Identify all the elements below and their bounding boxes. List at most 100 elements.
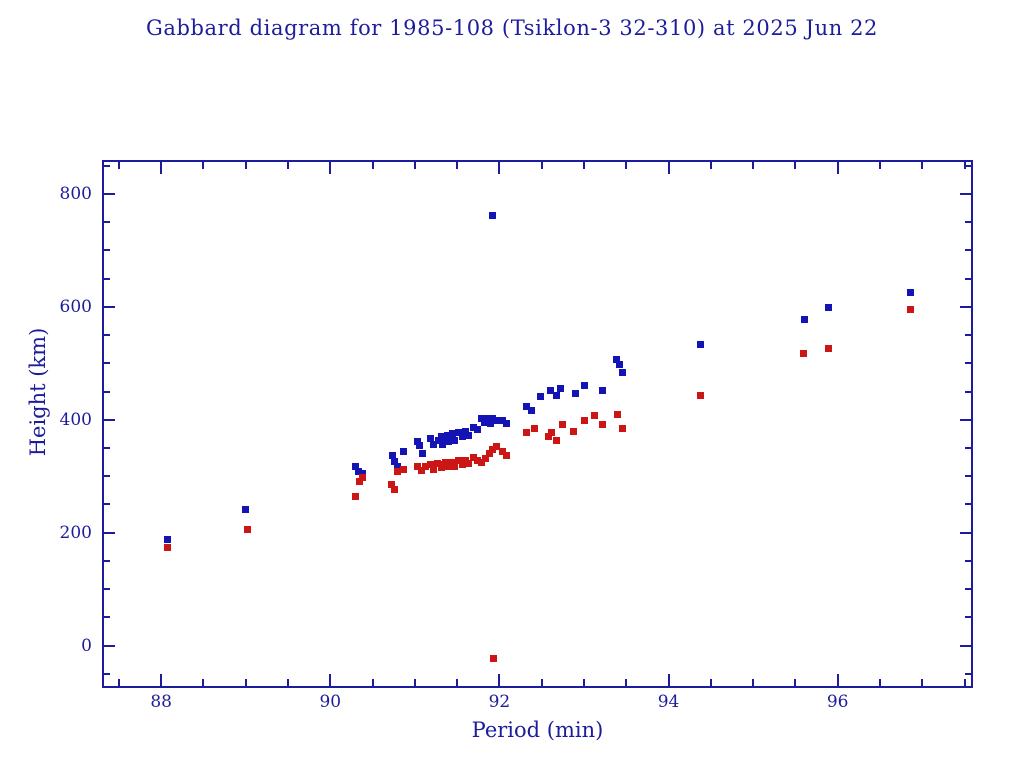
y-tick xyxy=(102,616,110,619)
data-point-apogee xyxy=(443,431,451,439)
y-tick-right xyxy=(960,418,973,421)
x-tick xyxy=(709,679,712,688)
x-tick xyxy=(667,674,670,688)
data-point-perigee xyxy=(358,473,366,481)
data-point-perigee xyxy=(570,427,578,435)
data-point-perigee xyxy=(441,458,449,466)
data-point-perigee xyxy=(352,493,360,501)
x-tick-top xyxy=(413,160,416,169)
data-point-apogee xyxy=(391,458,399,466)
data-point-apogee xyxy=(418,450,426,458)
y-tick-right xyxy=(965,559,973,562)
x-axis-title: Period (min) xyxy=(471,718,604,742)
x-tick-top xyxy=(117,160,120,169)
y-tick-right xyxy=(965,334,973,337)
y-tick-right xyxy=(965,475,973,478)
y-tick-label: 400 xyxy=(59,409,92,430)
data-point-perigee xyxy=(164,544,172,552)
data-point-apogee xyxy=(439,440,447,448)
data-point-apogee xyxy=(449,430,457,438)
x-tick xyxy=(371,679,374,688)
data-point-perigee xyxy=(413,462,421,470)
y-tick-right xyxy=(960,531,973,534)
x-tick-top xyxy=(287,160,290,169)
data-point-apogee xyxy=(462,427,470,435)
data-point-perigee xyxy=(599,421,607,429)
data-point-perigee xyxy=(418,466,426,474)
y-axis-title: Height (km) xyxy=(26,327,50,457)
y-tick-right xyxy=(965,447,973,449)
data-point-perigee xyxy=(421,462,429,470)
y-tick xyxy=(102,475,110,478)
y-tick-right xyxy=(965,672,973,675)
data-point-perigee xyxy=(502,452,510,460)
data-point-apogee xyxy=(599,386,607,394)
y-tick-right xyxy=(965,277,973,280)
chart-title: Gabbard diagram for 1985-108 (Tsiklon-3 … xyxy=(145,16,879,40)
data-point-perigee xyxy=(478,458,486,466)
x-tick-top xyxy=(329,160,332,174)
data-point-apogee xyxy=(389,451,397,459)
data-point-apogee xyxy=(473,426,481,434)
data-point-perigee xyxy=(469,453,477,461)
data-point-perigee xyxy=(614,411,622,419)
x-tick-top xyxy=(202,160,205,169)
plot-frame xyxy=(102,160,973,688)
x-tick-top xyxy=(836,160,839,174)
data-point-perigee xyxy=(590,412,598,420)
data-point-perigee xyxy=(473,456,481,464)
data-point-perigee xyxy=(458,460,466,468)
y-tick xyxy=(102,418,115,421)
x-tick-top xyxy=(794,160,797,169)
x-tick-top xyxy=(709,160,712,169)
x-tick-label: 90 xyxy=(319,692,342,712)
data-point-perigee xyxy=(451,462,459,470)
y-tick-label: 800 xyxy=(59,183,92,204)
y-tick-right xyxy=(960,305,973,308)
y-tick-right xyxy=(960,192,973,195)
data-point-apogee xyxy=(416,442,424,450)
data-point-perigee xyxy=(580,417,588,425)
data-point-apogee xyxy=(546,386,554,394)
y-tick xyxy=(102,249,110,252)
data-point-apogee xyxy=(616,360,624,368)
data-point-apogee xyxy=(437,433,445,441)
x-tick xyxy=(836,674,839,688)
y-tick-right xyxy=(965,221,973,224)
data-point-perigee xyxy=(482,454,490,462)
y-tick xyxy=(102,305,115,308)
x-tick xyxy=(625,679,628,688)
x-tick-top xyxy=(963,160,966,169)
data-point-apogee xyxy=(426,435,434,443)
data-point-apogee xyxy=(553,391,561,399)
data-point-perigee xyxy=(490,655,498,663)
data-point-apogee xyxy=(572,390,580,398)
x-tick-top xyxy=(921,160,924,169)
x-tick-top xyxy=(878,160,881,169)
data-point-apogee xyxy=(242,506,250,514)
x-tick-top xyxy=(456,160,459,169)
y-tick xyxy=(102,588,110,591)
x-tick xyxy=(117,679,120,688)
x-tick xyxy=(583,679,585,688)
data-point-perigee xyxy=(824,344,832,352)
y-tick-right xyxy=(965,164,973,167)
y-tick xyxy=(102,531,115,534)
data-point-apogee xyxy=(619,368,627,376)
data-point-apogee xyxy=(536,393,544,401)
x-tick-top xyxy=(625,160,628,169)
y-tick xyxy=(102,672,110,675)
data-point-apogee xyxy=(489,212,497,220)
data-point-perigee xyxy=(399,465,407,473)
y-tick xyxy=(102,559,110,562)
x-tick-top xyxy=(498,160,501,174)
data-point-perigee xyxy=(391,485,399,493)
data-point-perigee xyxy=(697,391,705,399)
y-tick xyxy=(102,164,110,167)
data-point-apogee xyxy=(556,385,564,393)
data-point-apogee xyxy=(354,467,362,475)
data-points-layer xyxy=(102,160,973,688)
data-point-apogee xyxy=(487,420,495,428)
data-point-apogee xyxy=(469,424,477,432)
x-tick-top xyxy=(160,160,163,174)
